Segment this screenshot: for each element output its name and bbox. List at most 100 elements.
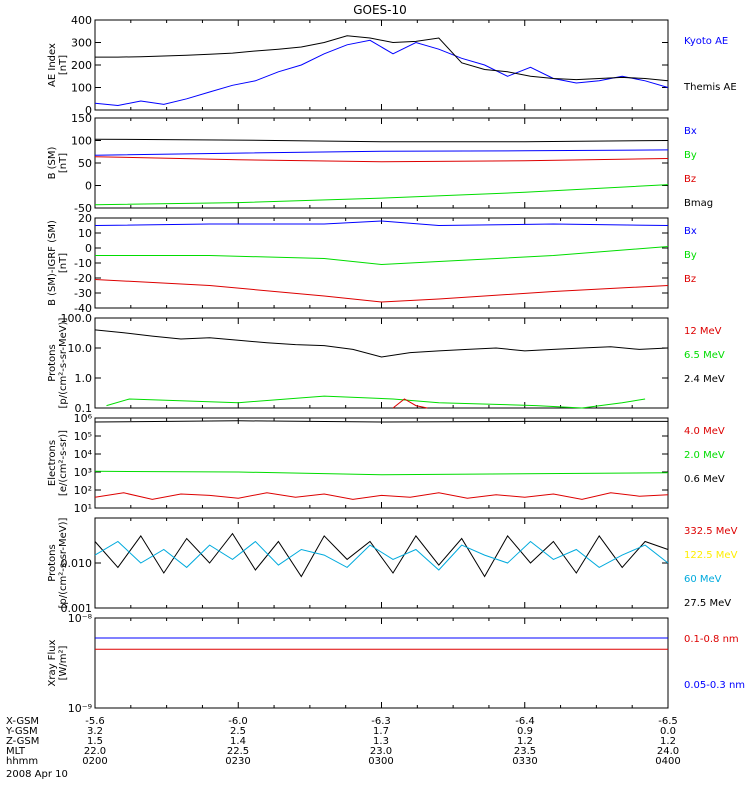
series-6-5-mev xyxy=(106,395,646,409)
legend-entry: By xyxy=(684,250,697,261)
y-tick-label: 0 xyxy=(85,104,92,117)
y-axis-label: Protons xyxy=(47,344,58,381)
axis-row-value: -5.6 xyxy=(85,716,105,727)
y-tick-label: -40 xyxy=(74,302,92,315)
y-axis-label: Electrons xyxy=(47,440,58,486)
panel-frame xyxy=(94,217,669,309)
y-tick-label: 200 xyxy=(71,59,92,72)
axis-row-value: 1.7 xyxy=(373,726,389,737)
y-tick-label: 10.0 xyxy=(68,342,93,355)
axis-row-label: hhmm xyxy=(6,756,38,767)
axis-row-value: 0200 xyxy=(82,756,107,767)
panel-frame xyxy=(94,117,669,209)
y-tick-label: -10 xyxy=(74,257,92,270)
y-axis-label: [p/(cm²-s-sr-MeV)] xyxy=(58,317,69,408)
axis-row-label: MLT xyxy=(6,746,26,757)
series-27-5-mev xyxy=(94,532,669,578)
panel-electrons: 10¹ 10² 10³ 10⁴ 10⁵ 10⁶ Electrons [e/(cm²-s-sr)… xyxy=(47,412,725,515)
axis-row-value: 0230 xyxy=(225,756,250,767)
legend-entry: Bx xyxy=(684,126,697,137)
axis-row-value: 0300 xyxy=(368,756,393,767)
y-tick-label: 10¹ xyxy=(74,502,92,515)
y-tick-label: 10³ xyxy=(74,466,92,479)
axis-row-value: 0.0 xyxy=(660,726,676,737)
y-tick-label: 10 xyxy=(78,227,92,240)
axis-row-value: 1.5 xyxy=(87,736,103,747)
series-by xyxy=(95,246,669,266)
y-axis-label: Xray Flux xyxy=(47,639,58,686)
legend-entry: 0.05-0.3 nm xyxy=(684,680,745,691)
panel-protons1: 0.1 1.0 10.0 100.0 Protons [p/(cm²-s-sr-MeV)]… xyxy=(47,312,725,415)
legend-entry: By xyxy=(684,150,697,161)
axis-row-value: 2.5 xyxy=(230,726,246,737)
series-bx xyxy=(94,149,669,156)
series-themis-ae xyxy=(95,35,669,82)
panel-ae: 0 100 200 300 400 AE Index [nT] Kyoto AE Themis … xyxy=(47,14,737,117)
legend-entry: Bx xyxy=(684,226,697,237)
y-tick-label: 20 xyxy=(78,212,92,225)
y-tick-label: 10² xyxy=(74,484,92,497)
series-bz xyxy=(94,279,669,303)
y-tick-label: 0.001 xyxy=(61,602,93,615)
y-tick-label: 150 xyxy=(71,112,92,125)
axis-row-value: 1.2 xyxy=(660,736,676,747)
axis-row-value: 23.5 xyxy=(514,746,536,757)
y-tick-label: 100 xyxy=(71,135,92,148)
axis-row-value: 0.9 xyxy=(517,726,533,737)
y-axis-label: AE Index xyxy=(47,43,58,87)
y-axis-label: [nT] xyxy=(58,55,69,75)
y-tick-label: 300 xyxy=(71,37,92,50)
time-axis-table: X-GSM -5.6 -6.0 -6.3 -6.4 -6.5 Y-GSM 3.2 2.5 1.7 0… xyxy=(5,716,681,767)
legend-entry: Bz xyxy=(684,174,696,185)
y-tick-label: 0.1 xyxy=(75,402,93,415)
axis-row-label: X-GSM xyxy=(6,716,39,727)
y-tick-label: 10⁴ xyxy=(74,448,93,461)
y-axis-label: [nT] xyxy=(58,253,69,273)
axis-row-value: 1.3 xyxy=(373,736,389,747)
axis-row-value: -6.3 xyxy=(371,716,391,727)
y-tick-label: 10⁻⁸ xyxy=(68,612,93,625)
y-axis-label: B (SM)-IGRF (SM) xyxy=(47,220,58,306)
figure-date: 2008 Apr 10 xyxy=(6,769,68,780)
series-60-mev xyxy=(94,540,669,571)
panel-bdiff: -40 -30 -20 -10 0 10 20 B (SM)-IGRF (SM) [nT] Bx B… xyxy=(47,212,697,315)
axis-row-value: -6.5 xyxy=(658,716,678,727)
series-bz xyxy=(94,156,669,163)
y-axis-label: [W/m²] xyxy=(58,645,69,680)
y-tick-label: 10⁻⁹ xyxy=(68,702,92,715)
legend-entry: 60 MeV xyxy=(684,574,722,585)
series-12-mev xyxy=(392,398,428,409)
panel-frame xyxy=(94,317,669,409)
panel-xray: 10⁻⁹ 10⁻⁸ Xray Flux [W/m²] 0.1-0.8 nm 0.05-0.… xyxy=(47,612,745,715)
axis-row-value: 1.2 xyxy=(517,736,533,747)
y-tick-label: 0 xyxy=(85,180,92,193)
series-4-0-mev xyxy=(94,492,669,500)
figure-title: GOES-10 xyxy=(353,3,407,17)
series-bx xyxy=(94,220,669,227)
legend-entry: 12 MeV xyxy=(684,326,722,337)
y-tick-label: 0 xyxy=(85,242,92,255)
panel-bsm: -50 0 50 100 150 B (SM) [nT] Bx By Bz Bmag xyxy=(47,112,713,215)
legend-entry: 27.5 MeV xyxy=(684,598,731,609)
legend-entry: Kyoto AE xyxy=(684,36,728,47)
panel-frame xyxy=(94,617,669,709)
y-axis-label: [p/(cm²-s-sr-MeV)] xyxy=(58,517,69,608)
axis-row-value: 0330 xyxy=(512,756,537,767)
y-tick-label: 400 xyxy=(71,14,92,27)
axis-row-value: -6.4 xyxy=(515,716,535,727)
y-tick-label: -20 xyxy=(74,272,92,285)
y-axis-label: B (SM) xyxy=(47,146,58,179)
legend-entry: 2.4 MeV xyxy=(684,374,725,385)
y-tick-label: -30 xyxy=(74,287,92,300)
axis-row-value: 22.0 xyxy=(84,746,106,757)
panel-frame xyxy=(94,19,669,111)
axis-row-value: 0400 xyxy=(655,756,680,767)
legend-entry: Bz xyxy=(684,274,696,285)
axis-row-value: 3.2 xyxy=(87,726,103,737)
legend-entry: 0.1-0.8 nm xyxy=(684,634,739,645)
series-bmag xyxy=(94,138,669,143)
legend-entry: 6.5 MeV xyxy=(684,350,725,361)
